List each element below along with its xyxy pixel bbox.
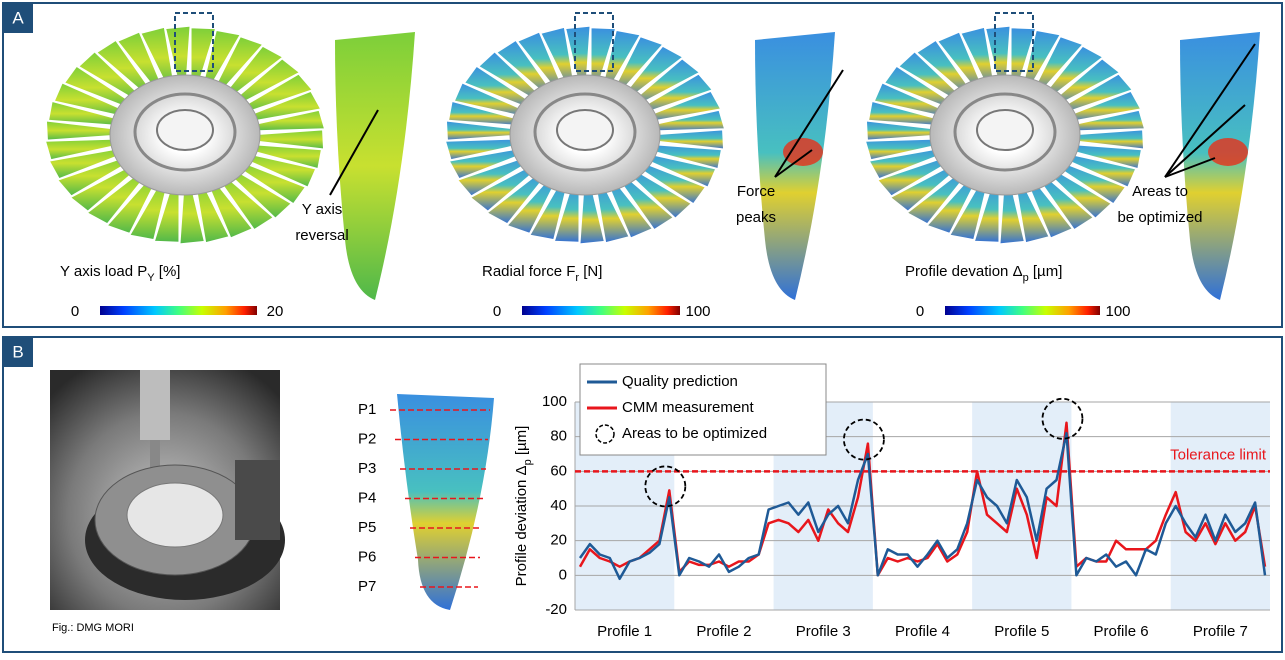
colorbar xyxy=(945,306,1100,315)
label-tail: [N] xyxy=(579,263,602,280)
photo-credit: Fig.: DMG MORI xyxy=(52,622,134,634)
hub-bore xyxy=(157,110,213,150)
colorbar-max: 100 xyxy=(1105,303,1130,320)
axis-label: Radial force Fr [N] xyxy=(482,263,602,284)
axis-label: Profile devation Δp [µm] xyxy=(905,263,1062,284)
figure: A B Y axis load PY [%]020Radial force Fr… xyxy=(0,0,1285,655)
profile-marker-label: P5 xyxy=(358,519,376,536)
y-tick-label: 80 xyxy=(550,428,567,445)
y-tick-label: 0 xyxy=(559,566,567,583)
tolerance-label: Tolerance limit xyxy=(1170,446,1267,463)
label-tail: [%] xyxy=(155,263,181,280)
x-tick-label: Profile 6 xyxy=(1094,623,1149,640)
colorbar-min: 0 xyxy=(493,303,501,320)
chart: Profile 1 Profile 2 Profile 3 Profile 4 Prof… xyxy=(513,364,1270,640)
annotation: Areas to xyxy=(1132,183,1188,200)
profile-marker-label: P2 xyxy=(358,430,376,447)
profile-marker-label: P6 xyxy=(358,548,376,565)
label-tail: [µm] xyxy=(1029,263,1063,280)
colorbar xyxy=(100,306,257,315)
x-tick-label: Profile 3 xyxy=(796,623,851,640)
label-main: Y axis load P xyxy=(60,263,147,280)
hub-bore xyxy=(557,110,613,150)
y-tick-label: -20 xyxy=(545,601,567,618)
blade-profile xyxy=(397,394,494,610)
colorbar xyxy=(522,306,680,315)
legend-label: Areas to be optimized xyxy=(622,425,767,442)
annotation: be optimized xyxy=(1117,209,1202,226)
colorbar-min: 0 xyxy=(71,303,79,320)
profile-marker-label: P1 xyxy=(358,401,376,418)
label-tail: [µm] xyxy=(513,426,530,460)
legend-label: CMM measurement xyxy=(622,399,755,416)
y-tick-label: 60 xyxy=(550,462,567,479)
axis-label: Y axis load PY [%] xyxy=(60,263,180,284)
colorbar-max: 100 xyxy=(685,303,710,320)
x-tick-label: Profile 4 xyxy=(895,623,950,640)
axis-label: Profile deviation Δp [µm] xyxy=(513,426,534,587)
x-tick-label: Profile 1 xyxy=(597,623,652,640)
x-tick-label: Profile 2 xyxy=(696,623,751,640)
hotspot xyxy=(1208,138,1248,166)
blade-zoom xyxy=(755,32,835,300)
annotation: Y axis xyxy=(302,201,343,218)
blisk-renderings: Y axis load PY [%] 0 20 Radial force Fr [N]… xyxy=(45,13,1260,320)
legend-label: Quality prediction xyxy=(622,373,738,390)
y-tick-label: 100 xyxy=(542,393,567,410)
annotation: reversal xyxy=(295,227,348,244)
hotspot xyxy=(783,138,823,166)
panel-b-label: B xyxy=(12,342,23,361)
profile-marker-label: P7 xyxy=(358,578,376,595)
label-main: Profile devation Δ xyxy=(905,263,1023,280)
label-main: Profile deviation Δ xyxy=(513,465,530,586)
x-tick-label: Profile 5 xyxy=(994,623,1049,640)
profile-marker-label: P3 xyxy=(358,460,376,477)
hub-bore xyxy=(977,110,1033,150)
y-tick-label: 20 xyxy=(550,532,567,549)
x-tick-label: Profile 7 xyxy=(1193,623,1248,640)
colorbar-max: 20 xyxy=(267,303,284,320)
label-main: Radial force F xyxy=(482,263,575,280)
profile-marker-label: P4 xyxy=(358,489,376,506)
y-tick-label: 40 xyxy=(550,497,567,514)
machine-photo xyxy=(50,370,285,610)
annotation: peaks xyxy=(736,209,776,226)
panel-a-label: A xyxy=(12,8,24,27)
colorbar-min: 0 xyxy=(916,303,924,320)
annotation: Force xyxy=(737,183,775,200)
